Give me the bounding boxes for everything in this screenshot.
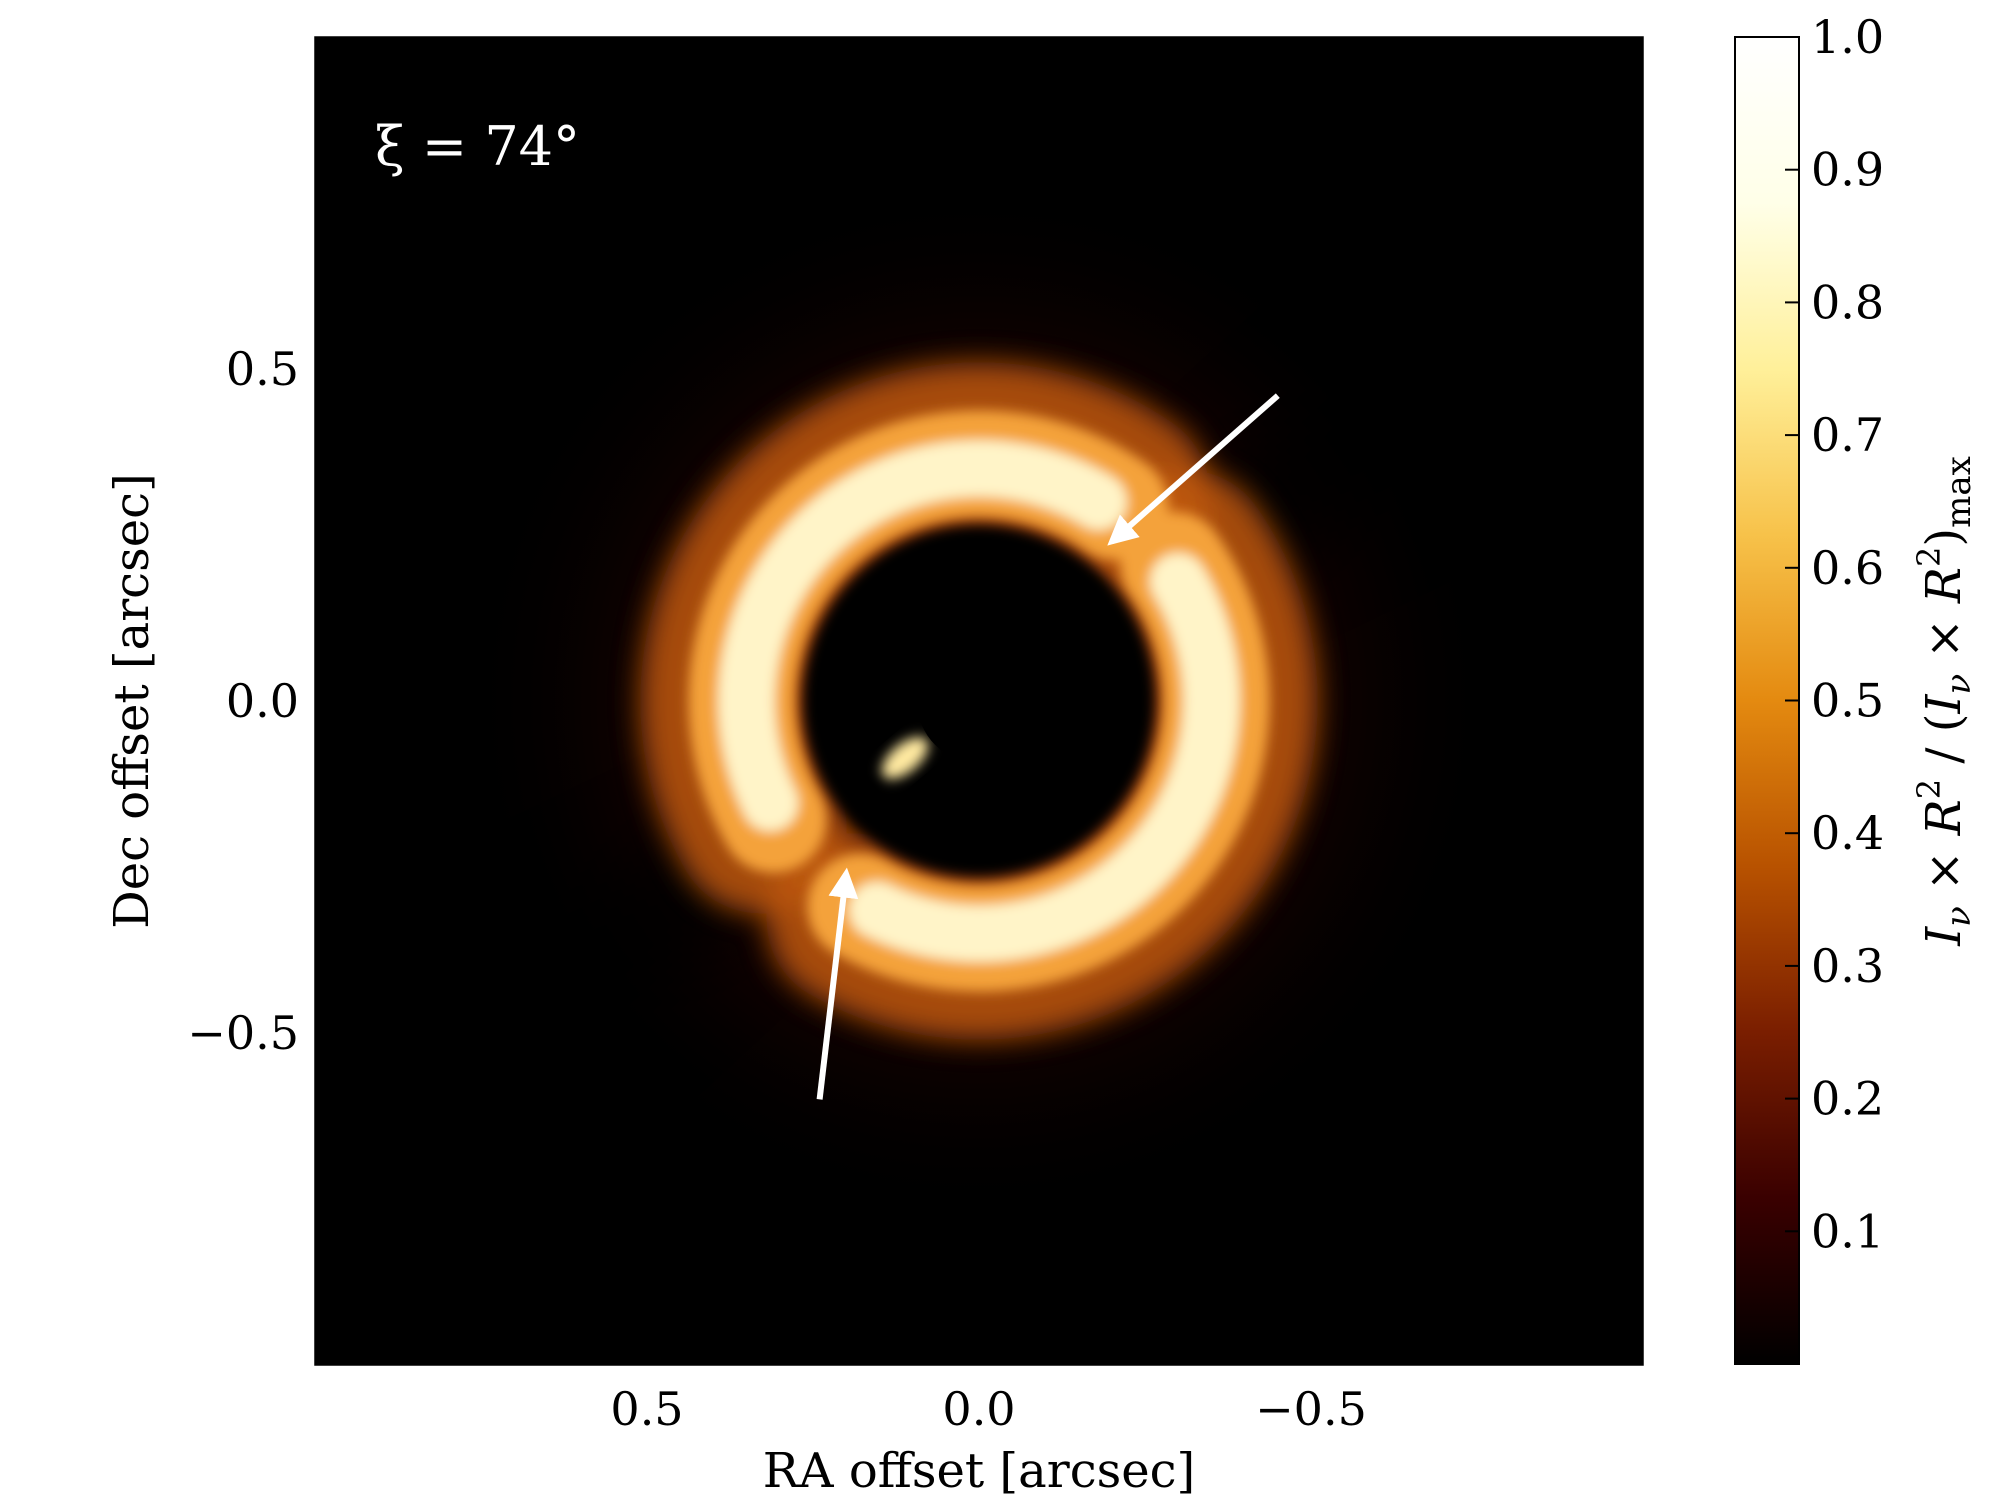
colorbar-ticks: 0.1 0.2 0.3 0.4 0.5 0.6 0.7 0.8 0.9 1.0 <box>1785 10 1884 1258</box>
ring-core <box>688 410 1270 992</box>
plot-area: ξ = 74° <box>314 36 1644 1366</box>
ring-bright-arc <box>718 440 1127 832</box>
colorbar: 0.1 0.2 0.3 0.4 0.5 0.6 0.7 0.8 0.9 1.0 Iν × R2 /… <box>1734 10 1979 1365</box>
arrow-annotations <box>816 393 1280 1100</box>
colorbar-tick-label: 0.2 <box>1811 1072 1884 1126</box>
y-tick-label: 0.0 <box>226 674 299 728</box>
y-axis-ticks: 0.5 0.0 −0.5 <box>187 342 1643 1060</box>
colorbar-tick-label: 1.0 <box>1811 10 1884 64</box>
y-axis-label: Dec offset [arcsec] <box>104 473 160 928</box>
colorbar-tick-label: 0.4 <box>1811 806 1884 860</box>
x-axis-label: RA offset [arcsec] <box>763 1443 1195 1499</box>
ring-bright-arc <box>848 553 1240 962</box>
inclination-annotation: ξ = 74° <box>375 115 580 178</box>
central-occulter <box>917 639 1041 763</box>
x-tick-label: 0.5 <box>610 1382 683 1436</box>
colorbar-tick-label: 0.5 <box>1811 674 1884 728</box>
arrow-2 <box>816 867 859 1100</box>
colorbar-label: Iν × R2 / (Iν × R2)max <box>1910 456 1979 947</box>
colorbar-tick-label: 0.9 <box>1811 143 1884 197</box>
y-tick-label: −0.5 <box>187 1006 299 1060</box>
inner-disk-blob <box>881 737 929 779</box>
y-tick-label: 0.5 <box>226 342 299 396</box>
arrow-1 <box>1107 393 1280 546</box>
colorbar-tick-label: 0.1 <box>1811 1204 1884 1258</box>
colorbar-tick-label: 0.8 <box>1811 275 1884 329</box>
x-axis-ticks: 0.5 0.0 −0.5 <box>610 37 1367 1436</box>
x-tick-label: 0.0 <box>942 1382 1015 1436</box>
colorbar-tick-label: 0.3 <box>1811 939 1884 993</box>
colorbar-tick-label: 0.7 <box>1811 408 1884 462</box>
disk-image <box>360 181 1640 1221</box>
x-tick-label: −0.5 <box>1255 1382 1367 1436</box>
colorbar-tick-label: 0.6 <box>1811 541 1884 595</box>
